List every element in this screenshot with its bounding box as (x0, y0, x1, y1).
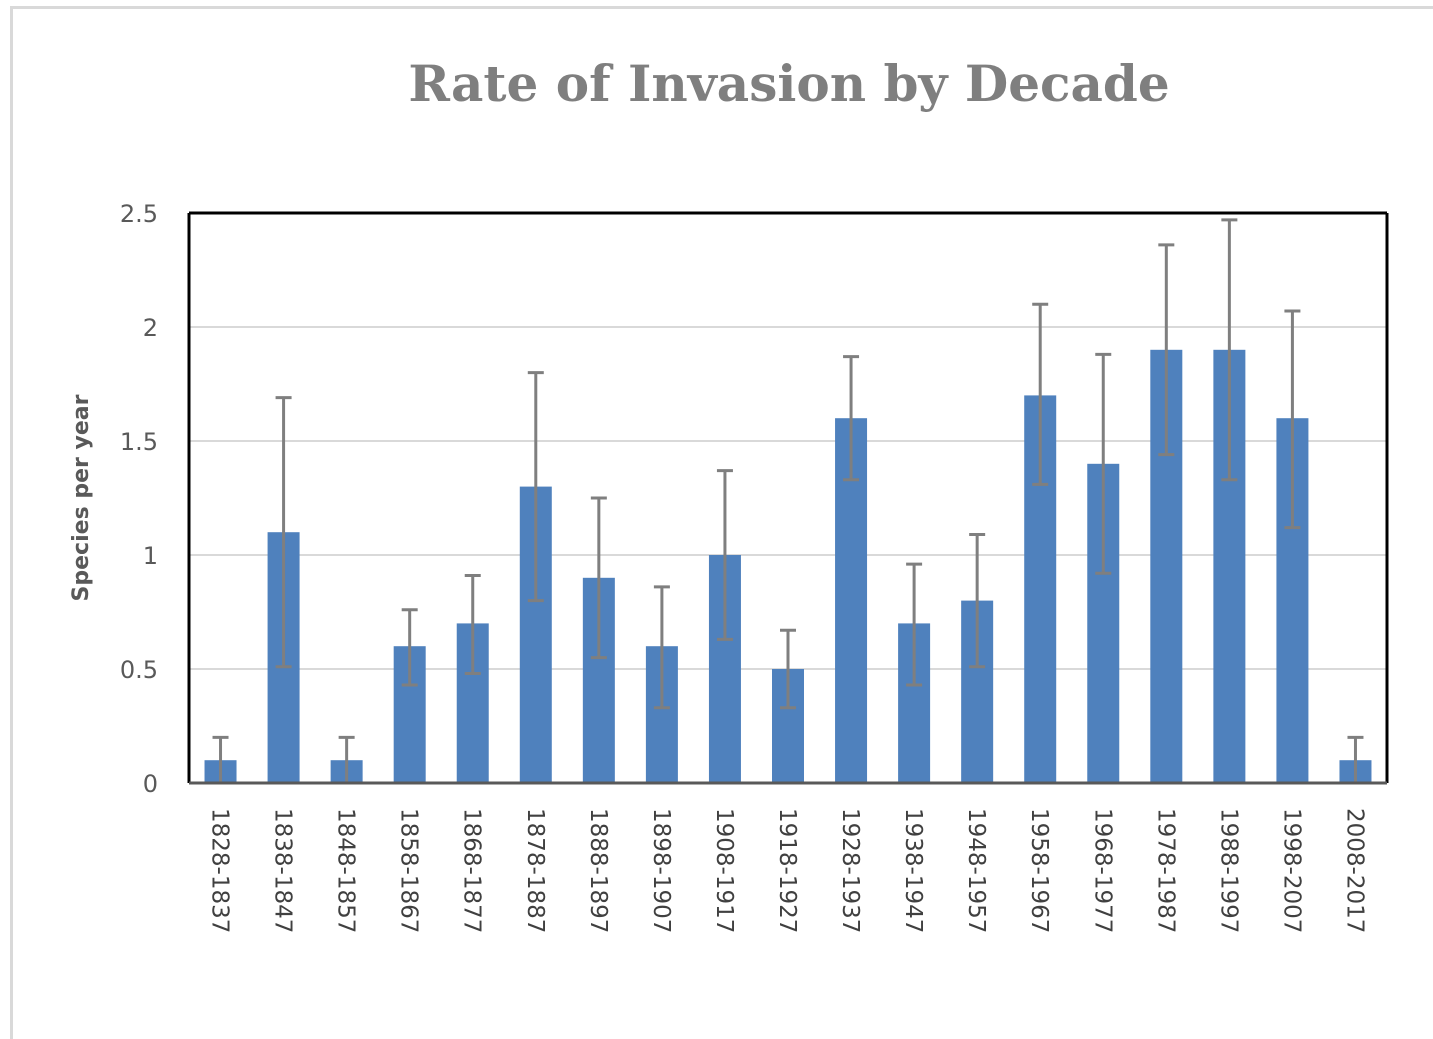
y-tick-labels: 0 0.5 1 1.5 2 2.5 (120, 200, 158, 798)
x-tick-label: 1918-1927 (774, 808, 800, 933)
x-tick-label: 1968-1977 (1089, 808, 1115, 933)
y-axis-title: Species per year (69, 394, 94, 601)
y-tick-label: 2.5 (120, 200, 158, 228)
x-tick-label: 1858-1867 (396, 808, 422, 933)
error-bars (212, 218, 1364, 783)
x-tick-label: 1848-1857 (333, 808, 359, 933)
bars (204, 349, 1372, 783)
axes (187, 211, 1389, 785)
x-tick-label: 1828-1837 (207, 808, 233, 933)
x-tick-label: 1878-1887 (522, 808, 548, 933)
x-tick-label: 1838-1847 (270, 808, 296, 933)
x-tick-label: 1888-1897 (585, 808, 611, 933)
y-tick-label: 0.5 (120, 656, 158, 684)
x-tick-label: 1928-1937 (837, 808, 863, 933)
x-tick-label: 1978-1987 (1152, 808, 1178, 933)
x-tick-label: 1988-1997 (1215, 808, 1241, 933)
x-tick-label: 1938-1947 (900, 808, 926, 933)
x-tick-label: 1898-1907 (648, 808, 674, 933)
y-tick-label: 0 (143, 770, 158, 798)
x-tick-label: 2008-2017 (1341, 808, 1367, 933)
y-tick-label: 1 (143, 542, 158, 570)
x-tick-label: 1948-1957 (963, 808, 989, 933)
x-tick-label: 1908-1917 (711, 808, 737, 933)
x-tick-label: 1868-1877 (459, 808, 485, 933)
gridlines (189, 326, 1387, 670)
chart-title: Rate of Invasion by Decade (408, 54, 1169, 113)
x-tick-labels: 1828-1837 1838-1847 1848-1857 1858-1867 1868… (207, 808, 1368, 933)
x-tick-label: 1998-2007 (1278, 808, 1304, 933)
y-tick-label: 1.5 (120, 428, 158, 456)
chart-frame (10, 6, 1433, 1039)
y-tick-label: 2 (143, 314, 158, 342)
x-tick-label: 1958-1967 (1026, 808, 1052, 933)
